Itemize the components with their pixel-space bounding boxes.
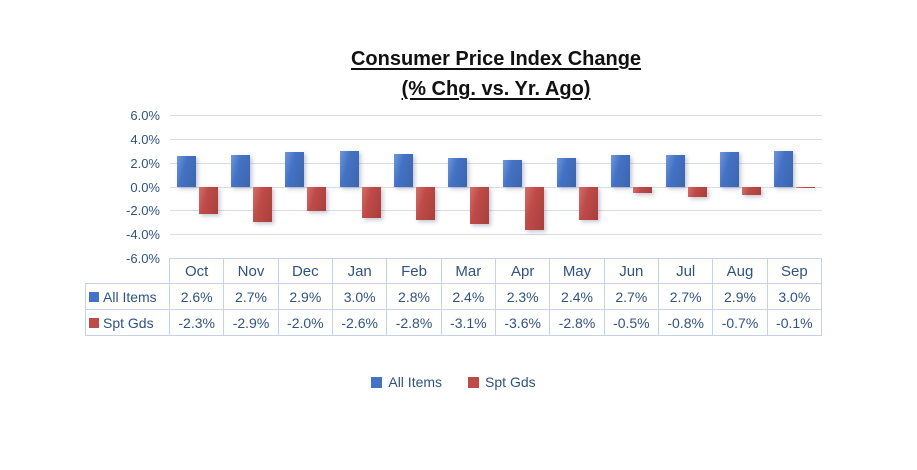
- table-month-header: Sep: [767, 258, 822, 284]
- gridline-0.0%: [170, 186, 822, 188]
- series-name: All Items: [103, 288, 157, 305]
- table-month-header: May: [550, 258, 605, 284]
- bar-spt-gds-sep: [796, 187, 816, 189]
- table-value-cell: 2.8%: [387, 284, 442, 310]
- legend-label: All Items: [388, 374, 443, 390]
- gridline-4.0%: [170, 138, 822, 140]
- table-value-cell: -2.0%: [278, 310, 333, 336]
- legend-item-spt-gds: Spt Gds: [468, 374, 536, 390]
- bar-all-items-mar: [448, 158, 468, 187]
- table-value-cell: -3.6%: [495, 310, 551, 336]
- table-value-cell: -2.8%: [550, 310, 605, 336]
- chart-title: Consumer Price Index Change (% Chg. vs. …: [170, 44, 822, 104]
- bar-spt-gds-mar: [470, 187, 490, 224]
- table-row-label: All Items: [85, 284, 170, 310]
- table-value-cell: 2.9%: [278, 284, 333, 310]
- table-value-cell: 2.4%: [441, 284, 496, 310]
- y-axis-label: -6.0%: [126, 250, 160, 266]
- bar-spt-gds-oct: [198, 187, 218, 215]
- gridline-2.0%: [170, 162, 822, 164]
- data-table: Oct Nov Dec Jan Feb Mar Apr May Jun Jul Aug Sep All …: [85, 258, 822, 336]
- bar-all-items-jun: [611, 154, 631, 187]
- table-value-cell: 3.0%: [332, 284, 388, 310]
- table-month-header: Oct: [170, 258, 225, 284]
- bar-spt-gds-jan: [361, 187, 381, 218]
- table-value-cell: -3.1%: [441, 310, 496, 336]
- series-key-icon: [89, 317, 99, 328]
- table-corner-cell: [85, 258, 170, 284]
- gridline-6.0%: [170, 115, 822, 117]
- legend-key-icon: [468, 376, 480, 388]
- table-month-header: Aug: [713, 258, 768, 284]
- bar-all-items-nov: [231, 154, 250, 187]
- table-month-header: Apr: [495, 258, 551, 284]
- table-value-cell: 2.7%: [224, 284, 279, 310]
- bar-all-items-jul: [665, 154, 685, 187]
- bar-spt-gds-may: [579, 187, 598, 221]
- series-name: Spt Gds: [103, 314, 154, 331]
- table-value-cell: 3.0%: [767, 284, 822, 310]
- bar-spt-gds-jul: [687, 187, 707, 197]
- table-value-cell: -0.5%: [604, 310, 659, 336]
- table-value-cell: -2.6%: [332, 310, 388, 336]
- table-month-header: Jun: [604, 258, 659, 284]
- y-axis-label: 4.0%: [130, 131, 160, 147]
- bar-spt-gds-dec: [307, 187, 327, 211]
- table-value-cell: 2.4%: [550, 284, 605, 310]
- bar-all-items-sep: [774, 151, 794, 187]
- y-axis-label: -4.0%: [126, 227, 160, 243]
- table-value-cell: -2.9%: [224, 310, 279, 336]
- table-value-cell: 2.7%: [658, 284, 714, 310]
- chart-title-line2: (% Chg. vs. Yr. Ago): [401, 78, 591, 100]
- y-axis-label: 2.0%: [130, 155, 160, 171]
- bar-all-items-feb: [394, 153, 413, 187]
- table-month-header: Jul: [658, 258, 714, 284]
- table-month-header: Mar: [441, 258, 496, 284]
- bar-all-items-dec: [285, 152, 305, 187]
- y-axis-label: 0.0%: [130, 179, 160, 195]
- table-value-cell: 2.6%: [170, 284, 225, 310]
- bar-spt-gds-jun: [633, 187, 653, 193]
- table-value-cell: 2.3%: [495, 284, 551, 310]
- bar-spt-gds-nov: [253, 187, 272, 222]
- series-key-icon: [89, 291, 99, 302]
- gridline--2.0%: [170, 210, 822, 212]
- bar-all-items-apr: [502, 159, 522, 187]
- y-axis-label: 6.0%: [130, 108, 160, 124]
- table-month-header: Nov: [224, 258, 279, 284]
- bar-all-items-oct: [176, 156, 196, 187]
- legend-item-all-items: All Items: [371, 374, 442, 390]
- legend-label: Spt Gds: [485, 374, 536, 390]
- legend-key-icon: [371, 376, 383, 388]
- y-axis-label: -2.0%: [126, 203, 160, 219]
- bar-all-items-may: [557, 158, 576, 187]
- bar-all-items-jan: [339, 151, 359, 187]
- bar-spt-gds-feb: [416, 187, 435, 221]
- table-value-cell: -0.8%: [658, 310, 714, 336]
- gridline--4.0%: [170, 234, 822, 236]
- table-value-cell: -0.1%: [767, 310, 822, 336]
- bar-spt-gds-aug: [742, 187, 761, 196]
- table-month-header: Dec: [278, 258, 333, 284]
- table-month-header: Feb: [387, 258, 442, 284]
- bar-spt-gds-apr: [524, 187, 544, 230]
- table-value-cell: 2.7%: [604, 284, 659, 310]
- table-month-header: Jan: [332, 258, 388, 284]
- table-row-label: Spt Gds: [85, 310, 170, 336]
- chart-title-line1: Consumer Price Index Change: [350, 48, 642, 70]
- table-value-cell: -2.3%: [170, 310, 225, 336]
- table-value-cell: -0.7%: [713, 310, 768, 336]
- legend: All Items Spt Gds: [85, 373, 822, 391]
- table-value-cell: -2.8%: [387, 310, 442, 336]
- bar-all-items-aug: [720, 152, 739, 187]
- table-value-cell: 2.9%: [713, 284, 768, 310]
